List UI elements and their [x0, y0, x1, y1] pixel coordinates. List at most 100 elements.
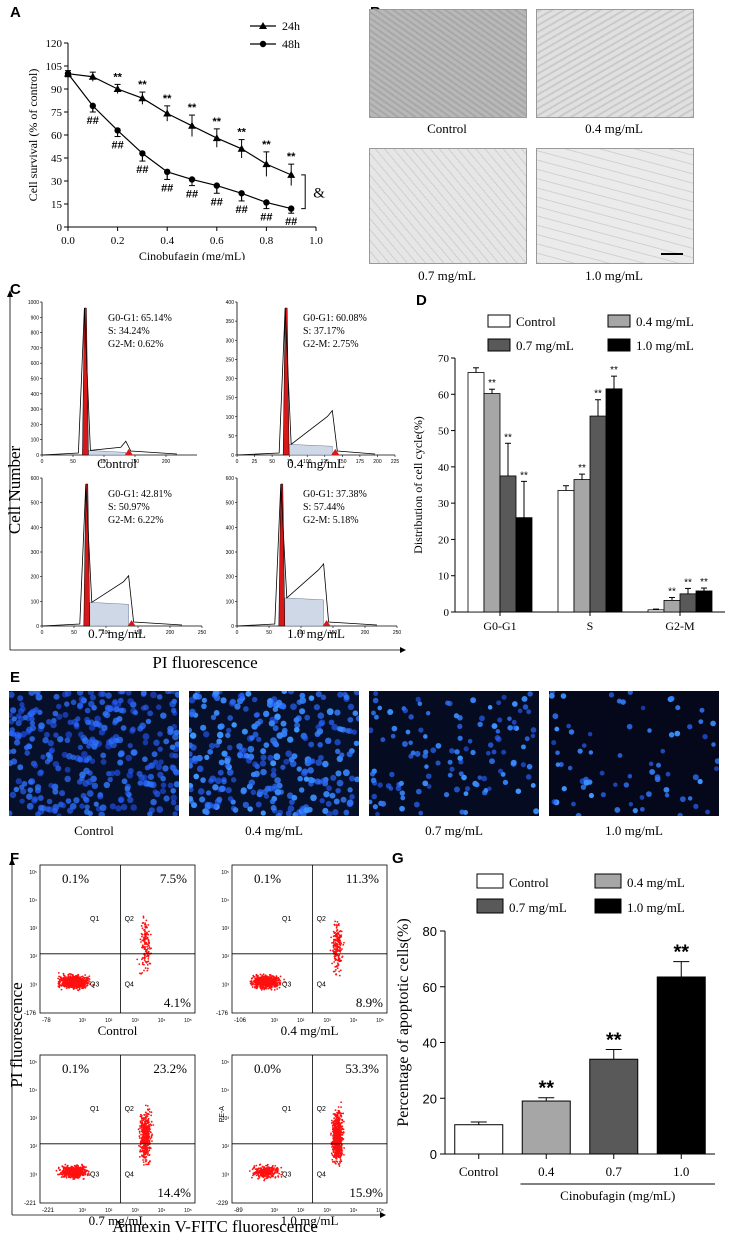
event-dot: [251, 1168, 254, 1171]
nucleus: [225, 787, 232, 794]
nucleus: [196, 765, 204, 773]
event-dot: [138, 1137, 141, 1139]
nucleus: [150, 798, 157, 806]
nucleus: [24, 750, 30, 756]
nucleus: [208, 742, 216, 750]
event-dot: [279, 979, 281, 982]
nucleus: [303, 776, 310, 782]
event-dot: [337, 1126, 340, 1129]
nucleus: [347, 716, 354, 723]
nucleus: [339, 752, 345, 758]
significance-mark: **: [237, 127, 246, 139]
bar-1.0 mg/mL: [695, 590, 713, 613]
nucleus: [231, 722, 237, 728]
nucleus: [44, 731, 50, 738]
event-dot: [335, 933, 337, 936]
x-tick-label: 0.6: [210, 235, 224, 247]
nucleus: [64, 737, 71, 744]
nucleus: [224, 758, 231, 765]
event-dot: [147, 1113, 150, 1116]
nucleus: [73, 797, 80, 804]
nucleus: [654, 774, 661, 781]
nucleus: [588, 792, 595, 799]
event-dot: [261, 1169, 263, 1171]
q2-percent: 53.3%: [345, 1061, 379, 1076]
nucleus: [273, 753, 281, 761]
hist-y-tick-label: 800: [31, 331, 40, 337]
event-dot: [254, 986, 257, 989]
event-dot: [266, 978, 269, 981]
nucleus: [247, 806, 253, 812]
nucleus: [281, 727, 288, 734]
event-dot: [336, 939, 339, 942]
nucleus: [237, 693, 245, 700]
event-dot: [255, 1174, 258, 1177]
event-dot: [337, 1146, 339, 1149]
nucleus: [320, 694, 327, 701]
nucleus: [201, 697, 208, 703]
event-dot: [143, 1164, 145, 1166]
nucleus: [497, 717, 503, 723]
event-dot: [63, 974, 65, 977]
nucleus: [408, 740, 413, 746]
nucleus: [174, 804, 181, 812]
event-dot: [143, 938, 146, 941]
event-dot: [340, 1141, 342, 1144]
nucleus: [263, 710, 270, 718]
nucleus: [430, 747, 437, 754]
nucleus: [67, 719, 73, 726]
g2m-value: G2-M: 0.62%: [108, 339, 164, 350]
s-value: S: 37.17%: [303, 326, 345, 337]
nucleus: [487, 705, 493, 710]
nucleus: [127, 742, 133, 749]
x-axis-exp: 10⁵: [184, 1018, 192, 1024]
nucleus: [15, 720, 22, 727]
event-dot: [143, 969, 145, 972]
event-dot: [81, 1166, 84, 1169]
event-dot: [330, 936, 333, 939]
hist-x-tick-label: 50: [269, 459, 275, 465]
nucleus: [314, 778, 321, 785]
y-tick-label: 60: [438, 389, 450, 401]
nucleus: [114, 701, 122, 708]
event-dot: [334, 1154, 336, 1157]
nucleus: [330, 774, 337, 781]
q1-percent: 0.0%: [254, 1061, 281, 1076]
nucleus: [60, 802, 67, 809]
event-dot: [84, 974, 87, 976]
nucleus: [347, 787, 353, 793]
event-dot: [146, 936, 149, 939]
panel-g-letter: G: [392, 850, 404, 867]
event-dot: [262, 973, 265, 976]
nucleus: [187, 751, 193, 757]
g0g1-value: G0-G1: 65.14%: [108, 313, 172, 324]
s-value: S: 57.44%: [303, 502, 345, 513]
event-dot: [266, 975, 269, 978]
nucleus: [307, 767, 314, 774]
nucleus: [256, 788, 264, 796]
event-dot: [69, 975, 72, 978]
event-dot: [78, 1171, 81, 1174]
event-dot: [148, 1146, 151, 1149]
nucleus: [19, 702, 25, 708]
q1-percent: 0.1%: [62, 1061, 89, 1076]
nucleus: [463, 791, 469, 797]
event-dot: [263, 986, 266, 989]
nucleus: [170, 707, 177, 714]
event-dot: [140, 1128, 143, 1131]
event-dot: [257, 1174, 260, 1176]
nucleus: [367, 727, 374, 734]
nucleus: [218, 785, 226, 792]
event-dot: [342, 1120, 345, 1123]
event-dot: [145, 1136, 148, 1139]
hist-x-tick-label: 100: [100, 459, 109, 465]
nucleus: [86, 778, 94, 786]
event-dot: [337, 1106, 340, 1108]
point-48h: [263, 199, 270, 206]
nucleus: [340, 796, 347, 803]
x-arrow-head: [380, 1212, 386, 1218]
nucleus: [29, 720, 36, 726]
event-dot: [250, 983, 253, 986]
event-dot: [82, 1178, 85, 1180]
event-dot: [269, 1176, 272, 1179]
